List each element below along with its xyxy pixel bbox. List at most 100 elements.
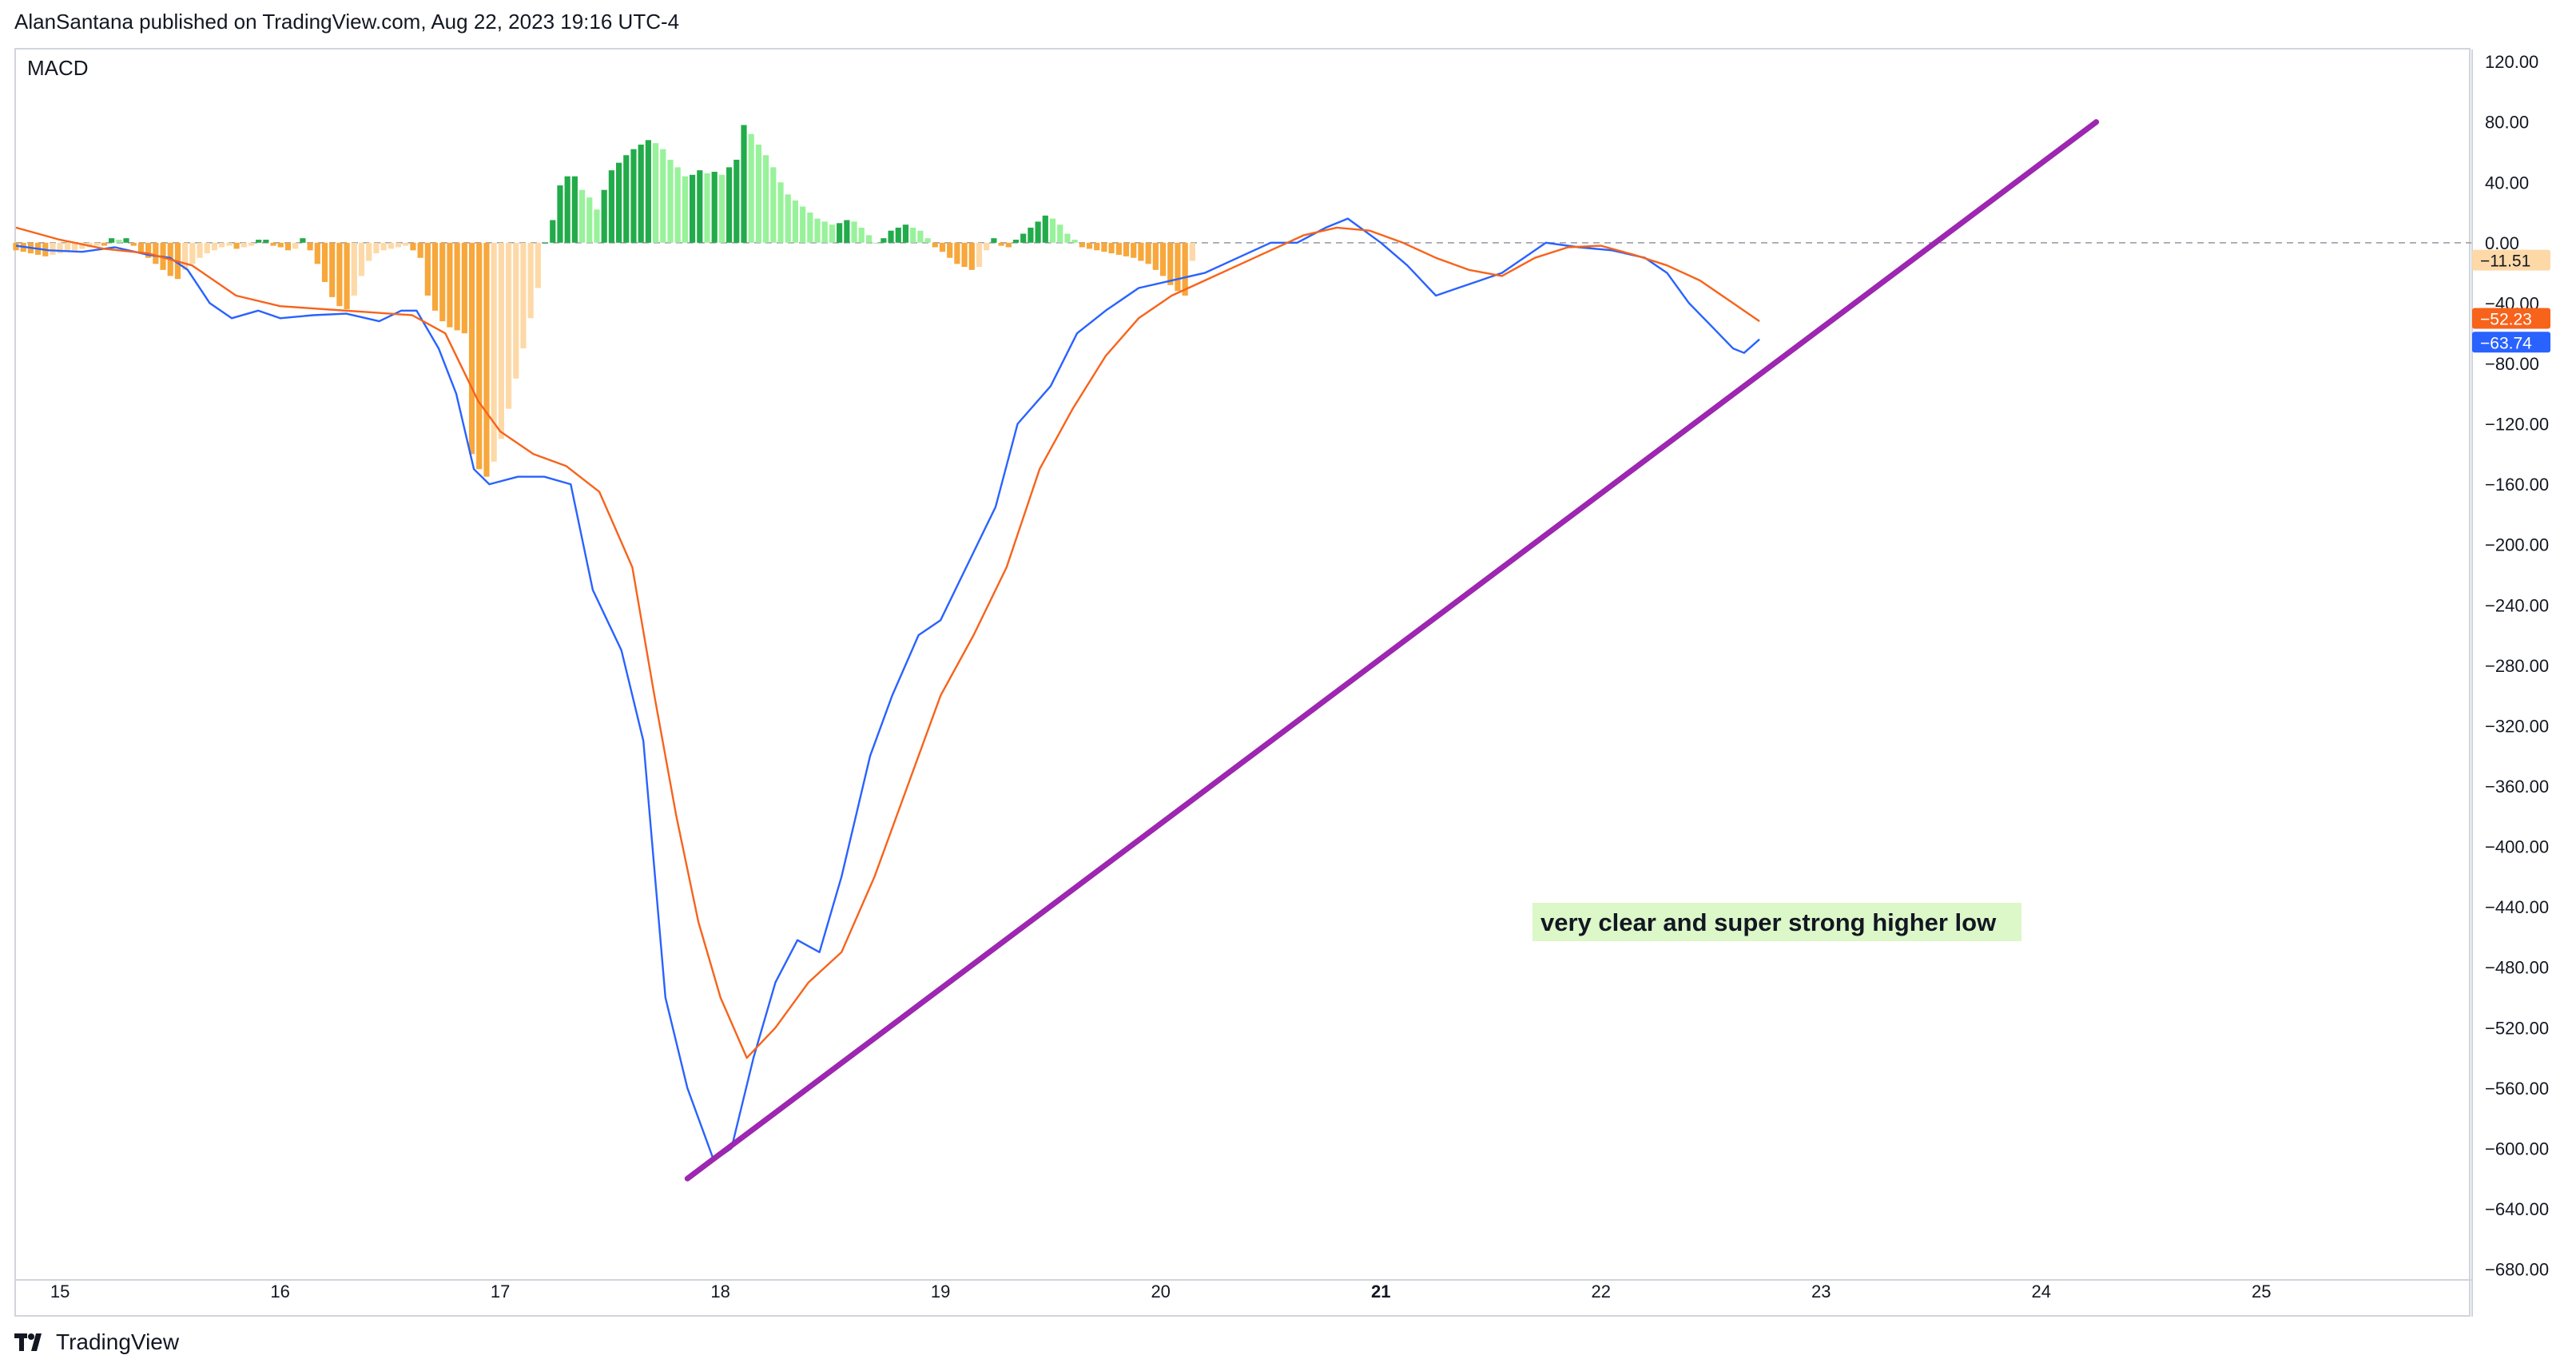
histogram-bar — [380, 242, 387, 251]
histogram-bar — [961, 242, 968, 268]
histogram-bar — [454, 242, 460, 331]
histogram-bar — [718, 174, 725, 243]
histogram-bar — [513, 242, 519, 379]
histogram-bar — [998, 242, 1004, 246]
price-label: −63.74 — [2480, 334, 2532, 352]
histogram-bar — [888, 230, 894, 243]
y-tick-label: −440.00 — [2485, 897, 2549, 917]
histogram-bar — [226, 242, 233, 246]
histogram-bar — [837, 223, 843, 243]
histogram-bar — [1071, 240, 1078, 243]
tradingview-logo-icon[interactable] — [14, 1332, 50, 1353]
histogram-bar — [314, 242, 320, 264]
histogram-bar — [256, 240, 262, 243]
annotation-box — [1532, 903, 2021, 941]
histogram-bar — [741, 125, 747, 243]
histogram-bar — [807, 213, 813, 243]
histogram-bar — [755, 145, 762, 243]
histogram-bar — [527, 242, 534, 319]
histogram-bar — [947, 242, 953, 258]
histogram-bar — [388, 242, 394, 249]
histogram-bar — [704, 173, 710, 243]
x-tick-label: 24 — [2032, 1282, 2051, 1301]
histogram-bar — [483, 242, 490, 477]
price-label-box — [2472, 249, 2550, 271]
histogram-bar — [726, 167, 733, 243]
y-tick-label: −560.00 — [2485, 1079, 2549, 1099]
histogram-bar — [638, 145, 644, 243]
histogram-bar — [954, 242, 960, 264]
histogram-bar — [976, 242, 983, 268]
histogram-bar — [284, 242, 292, 251]
x-tick-label: 25 — [2252, 1282, 2271, 1301]
histogram-bar — [858, 227, 865, 243]
histogram-bar — [307, 242, 313, 251]
histogram-bar — [1159, 242, 1167, 276]
histogram-bar — [939, 242, 946, 252]
histogram-bar — [1012, 240, 1020, 243]
price-label: −11.51 — [2480, 252, 2530, 271]
histogram-bar — [733, 159, 740, 243]
x-tick-label: 17 — [491, 1282, 510, 1301]
trendline-layer — [684, 119, 2100, 1182]
histogram-bar — [748, 133, 754, 243]
histogram-bar — [1005, 242, 1012, 248]
histogram-bar — [204, 242, 210, 254]
histogram-bar — [1035, 221, 1041, 243]
histogram-bar — [821, 221, 828, 243]
y-tick-label: −680.00 — [2485, 1260, 2549, 1280]
histogram-bar — [64, 242, 71, 252]
histogram-bar — [410, 242, 416, 251]
histogram-bar — [1131, 242, 1137, 258]
histogram-bar — [241, 242, 247, 248]
histogram-bar — [277, 242, 284, 248]
x-tick-label: 21 — [1371, 1282, 1390, 1301]
y-tick-label: 40.00 — [2485, 173, 2529, 193]
histogram-bar — [615, 162, 622, 243]
histogram-bar — [431, 242, 439, 311]
indicator-title[interactable]: MACD — [27, 56, 89, 80]
publication-attribution: AlanSantana published on TradingView.com… — [14, 10, 680, 34]
histogram-bar — [844, 220, 850, 243]
histogram-bar — [763, 155, 769, 243]
x-tick-label: 19 — [931, 1282, 950, 1301]
histogram-bar — [984, 242, 990, 251]
histogram-bar — [1145, 242, 1151, 264]
histogram-bar — [623, 155, 630, 243]
histogram-bar — [917, 230, 924, 243]
tradingview-brand[interactable]: TradingView — [56, 1329, 180, 1354]
histogram-bar — [270, 242, 276, 246]
histogram-bar — [667, 159, 674, 243]
histogram-bar — [403, 242, 409, 246]
histogram-bar — [263, 240, 269, 243]
histogram-bar — [1028, 227, 1034, 243]
y-tick-label: −600.00 — [2485, 1139, 2549, 1158]
y-tick-label: −360.00 — [2485, 777, 2549, 797]
histogram-bar — [439, 242, 446, 322]
histogram-bar — [1189, 242, 1195, 261]
y-tick-label: −480.00 — [2485, 958, 2549, 978]
histogram-bar — [586, 197, 593, 243]
histogram-bar — [491, 242, 497, 462]
histogram-bar — [505, 242, 512, 409]
y-tick-label: −400.00 — [2485, 837, 2549, 857]
histogram-bar — [153, 242, 159, 264]
histogram-bar — [373, 242, 380, 254]
histogram-bar — [72, 242, 78, 251]
y-tick-label: 120.00 — [2485, 52, 2538, 72]
histogram-bar — [358, 242, 365, 276]
histogram-bar — [109, 238, 115, 243]
x-tick-label: 15 — [50, 1282, 70, 1301]
histogram-bar — [145, 242, 152, 258]
histogram-bar — [498, 242, 504, 439]
histogram-bar — [1042, 215, 1048, 243]
histogram-bar — [865, 235, 873, 243]
histogram-bar — [1152, 242, 1159, 270]
histogram-bar — [645, 140, 651, 243]
x-tick-label: 18 — [710, 1282, 729, 1301]
signal-line — [15, 226, 1760, 1059]
histogram-bar — [300, 238, 306, 243]
histogram-bar — [991, 238, 997, 243]
histogram-bar — [1123, 242, 1130, 256]
